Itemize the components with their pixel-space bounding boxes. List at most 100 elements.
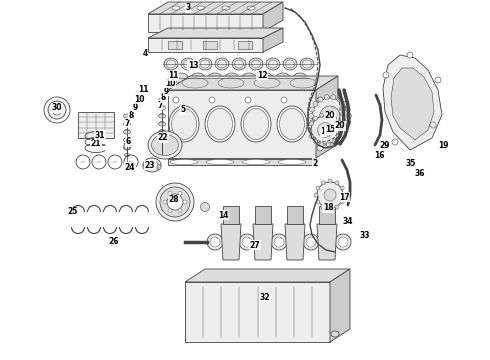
Ellipse shape — [328, 179, 332, 183]
Text: 31: 31 — [95, 130, 105, 139]
Ellipse shape — [143, 158, 161, 172]
Ellipse shape — [241, 106, 271, 142]
Ellipse shape — [318, 122, 333, 138]
Ellipse shape — [167, 194, 183, 210]
Ellipse shape — [335, 205, 339, 209]
Ellipse shape — [197, 6, 205, 10]
Polygon shape — [185, 282, 330, 342]
Ellipse shape — [281, 97, 287, 103]
Text: 5: 5 — [180, 105, 186, 114]
Ellipse shape — [338, 128, 342, 132]
Text: 11: 11 — [138, 85, 148, 94]
Polygon shape — [319, 206, 335, 224]
Ellipse shape — [319, 113, 324, 117]
Ellipse shape — [324, 95, 329, 100]
Ellipse shape — [337, 130, 342, 135]
Ellipse shape — [320, 106, 340, 126]
Polygon shape — [221, 224, 241, 260]
Text: 10: 10 — [134, 94, 144, 104]
Polygon shape — [168, 159, 316, 165]
Ellipse shape — [174, 73, 188, 83]
Ellipse shape — [342, 126, 347, 131]
Ellipse shape — [200, 202, 210, 211]
Ellipse shape — [235, 60, 244, 68]
Bar — [78, 112, 114, 138]
Polygon shape — [317, 224, 337, 260]
Ellipse shape — [313, 101, 318, 106]
Ellipse shape — [407, 52, 413, 58]
Ellipse shape — [191, 73, 205, 83]
Ellipse shape — [215, 58, 229, 70]
Text: 29: 29 — [380, 140, 390, 149]
Polygon shape — [185, 269, 350, 282]
Ellipse shape — [302, 60, 312, 68]
Ellipse shape — [342, 101, 347, 106]
Ellipse shape — [342, 193, 346, 197]
Ellipse shape — [209, 97, 215, 103]
Ellipse shape — [277, 106, 307, 142]
Ellipse shape — [383, 72, 389, 78]
Ellipse shape — [345, 107, 350, 112]
Text: 23: 23 — [145, 161, 155, 170]
Text: 2: 2 — [313, 158, 318, 167]
Ellipse shape — [172, 6, 180, 10]
Ellipse shape — [340, 200, 344, 204]
Text: 7: 7 — [124, 118, 130, 127]
Ellipse shape — [222, 6, 230, 10]
Polygon shape — [168, 90, 316, 158]
Text: 33: 33 — [360, 231, 370, 240]
Ellipse shape — [321, 205, 325, 209]
Ellipse shape — [183, 60, 193, 68]
Ellipse shape — [326, 113, 330, 117]
Ellipse shape — [182, 78, 208, 88]
Ellipse shape — [124, 122, 129, 125]
Ellipse shape — [148, 131, 182, 159]
Ellipse shape — [218, 60, 226, 68]
Ellipse shape — [146, 161, 158, 170]
Polygon shape — [285, 224, 305, 260]
Ellipse shape — [319, 143, 324, 147]
Polygon shape — [148, 38, 263, 52]
Ellipse shape — [303, 234, 319, 250]
Ellipse shape — [181, 58, 195, 70]
Ellipse shape — [249, 58, 263, 70]
Polygon shape — [263, 28, 283, 52]
Ellipse shape — [324, 189, 336, 201]
Ellipse shape — [207, 108, 232, 139]
Ellipse shape — [160, 138, 165, 140]
Ellipse shape — [247, 6, 255, 10]
Ellipse shape — [345, 120, 350, 125]
Ellipse shape — [200, 60, 210, 68]
Ellipse shape — [160, 122, 165, 125]
Ellipse shape — [293, 73, 307, 83]
Text: 20: 20 — [335, 122, 345, 130]
Ellipse shape — [170, 159, 198, 165]
Ellipse shape — [331, 132, 336, 137]
Text: 3: 3 — [185, 4, 191, 13]
Ellipse shape — [430, 122, 436, 128]
Ellipse shape — [259, 73, 273, 83]
Ellipse shape — [242, 237, 252, 247]
Ellipse shape — [274, 237, 284, 247]
Ellipse shape — [306, 237, 316, 247]
Ellipse shape — [52, 105, 62, 115]
Ellipse shape — [392, 139, 398, 145]
Ellipse shape — [158, 130, 166, 134]
Ellipse shape — [316, 200, 320, 204]
Ellipse shape — [321, 181, 325, 185]
Ellipse shape — [169, 106, 199, 142]
Ellipse shape — [160, 130, 165, 132]
Ellipse shape — [124, 138, 129, 140]
Ellipse shape — [326, 143, 330, 147]
Ellipse shape — [314, 116, 318, 120]
Ellipse shape — [232, 58, 246, 70]
Text: 4: 4 — [143, 49, 147, 58]
Text: 12: 12 — [257, 71, 267, 80]
Ellipse shape — [124, 130, 129, 132]
Ellipse shape — [337, 121, 341, 126]
Text: 36: 36 — [415, 170, 425, 179]
Ellipse shape — [314, 140, 318, 144]
Text: 19: 19 — [438, 141, 448, 150]
Ellipse shape — [123, 146, 130, 150]
Polygon shape — [330, 269, 350, 342]
